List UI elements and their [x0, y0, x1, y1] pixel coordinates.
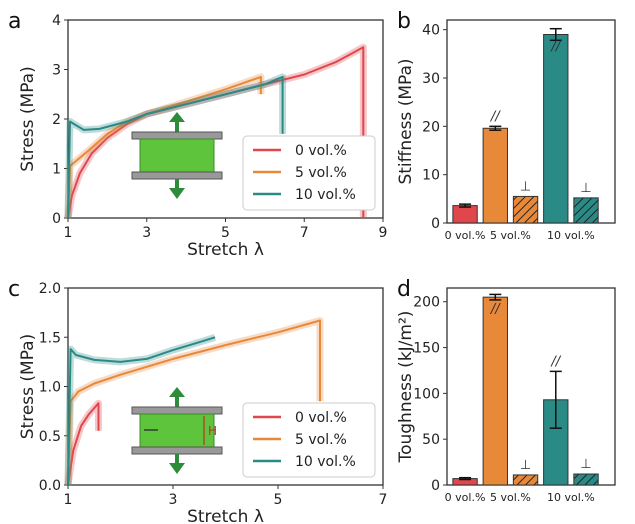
series-line-0: [67, 402, 100, 486]
series-line-2: [67, 75, 284, 219]
x-axis-label: Stretch λ: [187, 240, 264, 260]
bar: [482, 127, 508, 224]
bar: [452, 205, 478, 224]
gel-sample: [139, 138, 215, 173]
x-tick-label: 5: [274, 492, 283, 508]
y-tick-label: 1.5: [39, 330, 61, 346]
y-tick-label: 150: [413, 341, 440, 357]
y-tick-label: 20: [422, 119, 440, 135]
sample-schematic-icon: [131, 112, 223, 199]
y-axis-label: Stress (MPa): [18, 334, 38, 440]
x-tick-label: 7: [300, 225, 309, 241]
y-tick-label: 0.5: [39, 429, 61, 445]
sample-schematic-icon: H: [131, 387, 223, 474]
panel-letter-b: b: [397, 9, 411, 34]
height-label: H: [208, 424, 217, 438]
y-tick-label: 30: [422, 71, 440, 87]
y-tick-label: 2: [52, 112, 61, 128]
orientation-label: //: [550, 354, 561, 369]
series-line-1: [67, 319, 321, 486]
arrow-up-icon: [169, 112, 185, 122]
orientation-label: //: [490, 302, 501, 317]
y-tick-label: 0: [431, 478, 440, 494]
clamp-top: [131, 406, 223, 415]
panel-letter-c: c: [8, 277, 20, 302]
y-tick-label: 10: [422, 168, 440, 184]
bar: [512, 195, 539, 224]
x-category-label: 10 vol.%: [547, 491, 595, 504]
series-line-2: [67, 336, 216, 486]
x-category-label: 10 vol.%: [547, 229, 595, 242]
arrow-down-icon: [169, 188, 185, 199]
x-tick-label: 3: [169, 492, 178, 508]
x-tick-label: 1: [64, 492, 73, 508]
axes-frame: [446, 287, 616, 486]
y-axis-label: Stiffness (MPa): [396, 58, 416, 184]
y-tick-label: 2.0: [39, 281, 61, 297]
clamp-bottom: [131, 171, 223, 180]
x-category-label: 5 vol.%: [490, 491, 531, 504]
clamp-top: [131, 131, 223, 140]
orientation-label: ⊥: [520, 458, 531, 473]
legend-label: 0 vol.%: [295, 410, 347, 426]
x-tick-label: 9: [379, 225, 388, 241]
bar: [543, 34, 569, 224]
panel-letter-a: a: [8, 9, 21, 34]
bar: [482, 296, 508, 486]
y-tick-label: 100: [413, 386, 440, 402]
panel-letter-d: d: [397, 277, 411, 302]
y-tick-label: 3: [52, 63, 61, 79]
x-tick-label: 7: [379, 492, 388, 508]
y-tick-label: 40: [422, 23, 440, 39]
y-tick-label: 0: [431, 216, 440, 232]
legend-box: [242, 402, 376, 478]
legend-box: [242, 135, 376, 211]
x-category-label: 5 vol.%: [490, 229, 531, 242]
legend-label: 5 vol.%: [295, 432, 347, 448]
orientation-label: ⊥: [580, 457, 591, 472]
orientation-label: //: [550, 40, 561, 55]
y-tick-label: 4: [52, 13, 61, 29]
x-category-label: 0 vol.%: [445, 491, 486, 504]
arrow-up-icon: [169, 387, 185, 397]
x-axis-label: Stretch λ: [187, 507, 264, 524]
legend-label: 10 vol.%: [295, 454, 356, 470]
x-category-label: 0 vol.%: [445, 229, 486, 242]
legend-label: 0 vol.%: [295, 143, 347, 159]
y-axis-label: Stress (MPa): [18, 66, 38, 172]
orientation-label: //: [490, 109, 501, 124]
y-tick-label: 1.0: [39, 380, 61, 396]
y-tick-label: 1: [52, 162, 61, 178]
x-tick-label: 1: [64, 225, 73, 241]
y-tick-label: 50: [422, 432, 440, 448]
y-axis-label: Toughness (kJ/m²): [396, 311, 416, 464]
y-tick-label: 200: [413, 295, 440, 311]
clamp-bottom: [131, 446, 223, 455]
bar: [573, 473, 599, 486]
arrow-down-icon: [169, 463, 185, 474]
bar: [512, 474, 539, 486]
x-tick-label: 5: [221, 225, 230, 241]
legend-label: 10 vol.%: [295, 187, 356, 203]
legend-label: 5 vol.%: [295, 165, 347, 181]
orientation-label: ⊥: [580, 181, 591, 196]
orientation-label: ⊥: [520, 179, 531, 194]
y-tick-label: 0: [52, 211, 61, 227]
bar: [573, 197, 599, 224]
x-tick-label: 3: [142, 225, 151, 241]
y-tick-label: 0.0: [39, 478, 61, 494]
